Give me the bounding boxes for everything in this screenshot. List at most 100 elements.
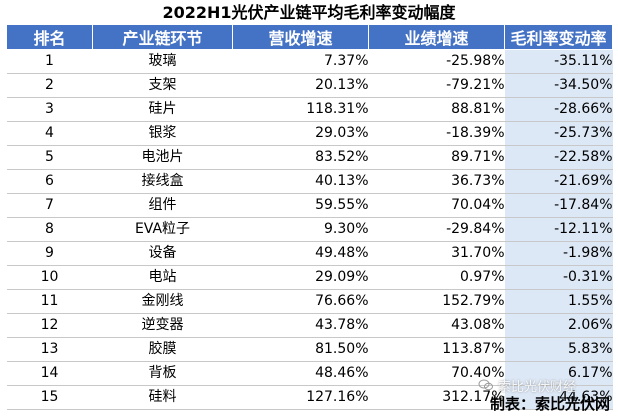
table-row: 12 逆变器 43.78% 43.08% 2.06% — [6, 313, 613, 338]
profit-growth-cell: 31.70% — [368, 241, 505, 266]
revenue-growth-cell: 40.13% — [232, 169, 369, 194]
header-profit-growth: 业绩增速 — [368, 24, 505, 50]
revenue-growth-cell: 29.03% — [232, 121, 369, 146]
rank-cell: 11 — [6, 289, 93, 314]
rank-cell: 15 — [6, 385, 93, 410]
revenue-growth-cell: 7.37% — [232, 49, 369, 74]
table-row: 7 组件 59.55% 70.04% -17.84% — [6, 193, 613, 218]
margin-change-cell: 6.17% — [504, 361, 613, 386]
margin-change-table: 排名 产业链环节 营收增速 业绩增速 毛利率变动率 1 玻璃 7.37% -25.98… — [6, 24, 613, 410]
rank-cell: 12 — [6, 313, 93, 338]
segment-cell: EVA粒子 — [92, 217, 233, 242]
segment-cell: 电站 — [92, 265, 233, 290]
table-row: 8 EVA粒子 9.30% -29.84% -12.11% — [6, 217, 613, 242]
profit-growth-cell: 89.71% — [368, 145, 505, 170]
margin-change-cell: -17.84% — [504, 193, 613, 218]
profit-growth-cell: -29.84% — [368, 217, 505, 242]
segment-cell: 硅片 — [92, 97, 233, 122]
revenue-growth-cell: 9.30% — [232, 217, 369, 242]
rank-cell: 10 — [6, 265, 93, 290]
segment-cell: 金刚线 — [92, 289, 233, 314]
segment-cell: 背板 — [92, 361, 233, 386]
revenue-growth-cell: 83.52% — [232, 145, 369, 170]
rank-cell: 6 — [6, 169, 93, 194]
revenue-growth-cell: 43.78% — [232, 313, 369, 338]
table-header: 排名 产业链环节 营收增速 业绩增速 毛利率变动率 — [6, 24, 613, 50]
segment-cell: 银浆 — [92, 121, 233, 146]
rank-cell: 14 — [6, 361, 93, 386]
segment-cell: 接线盒 — [92, 169, 233, 194]
profit-growth-cell: 312.17% — [368, 385, 505, 410]
table-row: 15 硅料 127.16% 312.17% 44.63% — [6, 385, 613, 410]
revenue-growth-cell: 81.50% — [232, 337, 369, 362]
segment-cell: 支架 — [92, 73, 233, 98]
margin-change-cell: -25.73% — [504, 121, 613, 146]
revenue-growth-cell: 76.66% — [232, 289, 369, 314]
header-revenue-growth: 营收增速 — [232, 24, 369, 50]
profit-growth-cell: -25.98% — [368, 49, 505, 74]
rank-cell: 2 — [6, 73, 93, 98]
segment-cell: 设备 — [92, 241, 233, 266]
rank-cell: 13 — [6, 337, 93, 362]
segment-cell: 逆变器 — [92, 313, 233, 338]
margin-change-cell: -21.69% — [504, 169, 613, 194]
wechat-logo-icon — [478, 379, 493, 391]
margin-change-cell: -22.58% — [504, 145, 613, 170]
table-row: 5 电池片 83.52% 89.71% -22.58% — [6, 145, 613, 170]
rank-cell: 7 — [6, 193, 93, 218]
profit-growth-cell: 70.40% — [368, 361, 505, 386]
margin-change-cell: -1.98% — [504, 241, 613, 266]
margin-change-cell: 5.83% — [504, 337, 613, 362]
profit-growth-cell: 113.87% — [368, 337, 505, 362]
revenue-growth-cell: 118.31% — [232, 97, 369, 122]
margin-change-cell: -34.50% — [504, 73, 613, 98]
margin-change-cell: 44.63% — [504, 385, 613, 410]
table-row: 14 背板 48.46% 70.40% 6.17% — [6, 361, 613, 386]
rank-cell: 4 — [6, 121, 93, 146]
rank-cell: 8 — [6, 217, 93, 242]
profit-growth-cell: -18.39% — [368, 121, 505, 146]
segment-cell: 胶膜 — [92, 337, 233, 362]
segment-cell: 硅料 — [92, 385, 233, 410]
profit-growth-cell: 70.04% — [368, 193, 505, 218]
revenue-growth-cell: 59.55% — [232, 193, 369, 218]
profit-growth-cell: 36.73% — [368, 169, 505, 194]
table-row: 10 电站 29.09% 0.97% -0.31% — [6, 265, 613, 290]
segment-cell: 电池片 — [92, 145, 233, 170]
margin-change-cell: -12.11% — [504, 217, 613, 242]
segment-cell: 玻璃 — [92, 49, 233, 74]
profit-growth-cell: 43.08% — [368, 313, 505, 338]
revenue-growth-cell: 29.09% — [232, 265, 369, 290]
margin-change-cell: 1.55% — [504, 289, 613, 314]
margin-change-cell: -35.11% — [504, 49, 613, 74]
watermark: 索比光伏财经 — [478, 376, 598, 395]
watermark-text: 索比光伏财经 — [498, 379, 577, 395]
rank-cell: 5 — [6, 145, 93, 170]
profit-growth-cell: 152.79% — [368, 289, 505, 314]
table-row: 3 硅片 118.31% 88.81% -28.66% — [6, 97, 613, 122]
segment-cell: 组件 — [92, 193, 233, 218]
profit-growth-cell: 88.81% — [368, 97, 505, 122]
table-row: 4 银浆 29.03% -18.39% -25.73% — [6, 121, 613, 146]
margin-change-cell: 2.06% — [504, 313, 613, 338]
margin-change-cell: -28.66% — [504, 97, 613, 122]
revenue-growth-cell: 48.46% — [232, 361, 369, 386]
table-row: 1 玻璃 7.37% -25.98% -35.11% — [6, 49, 613, 74]
table-row: 6 接线盒 40.13% 36.73% -21.69% — [6, 169, 613, 194]
profit-growth-cell: 0.97% — [368, 265, 505, 290]
table-body: 1 玻璃 7.37% -25.98% -35.11% 2 支架 20.13% -79.21% -3… — [6, 49, 613, 410]
rank-cell: 3 — [6, 97, 93, 122]
revenue-growth-cell: 20.13% — [232, 73, 369, 98]
header-row: 排名 产业链环节 营收增速 业绩增速 毛利率变动率 — [6, 24, 613, 50]
margin-change-cell: -0.31% — [504, 265, 613, 290]
footer-credit: 制表：索比光伏网 — [489, 395, 610, 413]
revenue-growth-cell: 127.16% — [232, 385, 369, 410]
table-row: 2 支架 20.13% -79.21% -34.50% — [6, 73, 613, 98]
header-segment: 产业链环节 — [92, 24, 233, 50]
rank-cell: 1 — [6, 49, 93, 74]
table-row: 11 金刚线 76.66% 152.79% 1.55% — [6, 289, 613, 314]
header-rank: 排名 — [6, 24, 93, 50]
table-row: 13 胶膜 81.50% 113.87% 5.83% — [6, 337, 613, 362]
table-row: 9 设备 49.48% 31.70% -1.98% — [6, 241, 613, 266]
